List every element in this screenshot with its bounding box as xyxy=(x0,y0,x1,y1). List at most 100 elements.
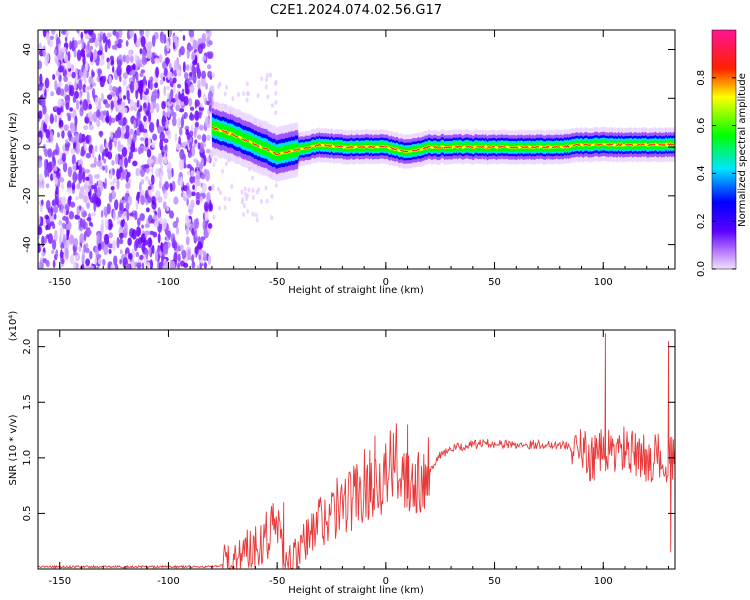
spectrogram-noise-speckle xyxy=(117,210,122,218)
spectrogram-noise-speckle xyxy=(167,72,171,80)
spectrogram-noise-speckle xyxy=(83,143,87,151)
spectrogram-noise-speckle xyxy=(186,131,191,141)
spectrogram-noise-speckle xyxy=(155,168,159,178)
spectrogram-noise-speckle xyxy=(196,134,202,140)
spectrogram-noise-speckle xyxy=(82,195,88,203)
spectrogram-noise-speckle xyxy=(91,192,98,205)
spectrogram-noise-speckle xyxy=(182,34,186,42)
spectrogram-noise-speckle xyxy=(134,210,138,221)
spectrogram-noise-speckle xyxy=(181,249,187,257)
spectrogram-noise-speckle xyxy=(70,137,76,144)
snr-y-multiplier: (x10⁴) xyxy=(8,311,19,342)
spectrogram-noise-speckle xyxy=(144,230,148,239)
spectrogram-halo-speckle xyxy=(231,96,235,102)
spectrogram-noise-speckle xyxy=(68,71,72,78)
spectrogram-noise-speckle xyxy=(66,180,72,191)
spectrogram-noise-speckle xyxy=(177,117,181,129)
spectrogram-noise-speckle xyxy=(96,160,101,167)
spectrogram-noise-speckle xyxy=(186,78,190,85)
spectrogram-noise-speckle xyxy=(179,45,185,56)
spectrogram-halo-speckle xyxy=(242,212,246,218)
spectrogram-noise-speckle xyxy=(38,110,43,120)
spectrogram-noise-speckle xyxy=(111,159,115,166)
spectrogram-noise-speckle xyxy=(90,163,96,168)
spectrogram-noise-speckle xyxy=(191,261,196,269)
spectrogram-noise-speckle xyxy=(142,48,146,61)
spectrogram-noise-speckle xyxy=(61,46,67,53)
spectrogram-noise-speckle xyxy=(162,201,167,210)
spectrogram-noise-speckle xyxy=(207,222,213,229)
spectrogram-halo-speckle xyxy=(212,162,216,168)
spectrogram-halo-speckle xyxy=(274,110,278,116)
spectrogram-noise-speckle xyxy=(38,242,41,253)
spectrogram-noise-speckle xyxy=(104,164,108,174)
spectrogram-noise-speckle xyxy=(75,196,79,201)
spectrogram-halo-speckle xyxy=(264,84,268,90)
spectrogram-noise-speckle xyxy=(162,61,166,70)
spectrogram-noise-speckle xyxy=(129,55,134,63)
spectrogram-noise-speckle xyxy=(200,103,204,108)
spectrogram-noise-speckle xyxy=(206,100,210,106)
spectrogram-noise-speckle xyxy=(96,266,99,269)
spectrogram-noise-speckle xyxy=(65,30,69,38)
spectrogram-halo-speckle xyxy=(218,205,222,211)
spectrogram-noise-speckle xyxy=(191,254,195,263)
spectrogram-noise-speckle xyxy=(74,115,78,127)
spectrogram-noise-speckle xyxy=(61,183,64,190)
spectrogram-noise-speckle xyxy=(68,195,72,201)
spectrogram-noise-speckle xyxy=(94,38,99,48)
spectrogram-noise-speckle xyxy=(203,251,207,260)
spectrogram-noise-speckle xyxy=(134,71,139,80)
spectrogram-noise-speckle xyxy=(58,42,61,52)
spectrogram-noise-speckle xyxy=(139,72,144,78)
spectrogram-noise-speckle xyxy=(157,152,163,165)
spectrogram-noise-speckle xyxy=(58,220,63,226)
spectrogram-noise-speckle xyxy=(152,133,158,141)
spectrogram-noise-speckle xyxy=(88,37,94,44)
spectrogram-noise-speckle xyxy=(118,92,122,100)
spectrogram-noise-speckle xyxy=(117,39,123,44)
spectrogram-noise-speckle xyxy=(91,69,94,79)
spectrogram-noise-speckle xyxy=(169,182,173,189)
spectrogram-noise-speckle xyxy=(59,226,64,237)
spectrogram-noise-speckle xyxy=(136,262,142,268)
spectrogram-noise-speckle xyxy=(79,217,84,228)
spectrogram-noise-speckle xyxy=(166,206,170,212)
spectrogram-y-tick-label: -40 xyxy=(22,236,33,252)
spectrogram-noise-speckle xyxy=(183,72,189,80)
spectrogram-noise-speckle xyxy=(183,262,189,268)
colorbar-label: Normalized spectral amplitude xyxy=(737,73,748,227)
spectrogram-noise-speckle xyxy=(88,76,94,85)
spectrogram-y-tick-label: 0 xyxy=(22,144,33,150)
spectrogram-noise-speckle xyxy=(63,124,69,132)
spectrogram-noise-speckle xyxy=(54,177,58,186)
spectrogram-noise-speckle xyxy=(141,164,145,170)
spectrogram-noise-speckle xyxy=(115,32,120,38)
spectrogram-noise-speckle xyxy=(56,107,62,116)
spectrogram-noise-speckle xyxy=(64,247,69,260)
spectrogram-noise-speckle xyxy=(153,77,158,83)
spectrogram-noise-speckle xyxy=(196,265,200,269)
spectrogram-noise-speckle xyxy=(86,85,92,91)
spectrogram-noise-speckle xyxy=(69,107,74,112)
spectrogram-noise-speckle xyxy=(136,100,140,108)
spectrogram-noise-speckle xyxy=(185,64,190,71)
spectrogram-noise-speckle xyxy=(196,62,200,75)
spectrogram-noise-speckle xyxy=(122,169,125,180)
spectrogram-noise-speckle xyxy=(169,77,174,83)
spectrogram-noise-speckle xyxy=(105,116,110,123)
spectrogram-x-tick-label: -100 xyxy=(157,277,180,288)
spectrogram-noise-speckle xyxy=(206,191,211,203)
spectrogram-noise-speckle xyxy=(186,198,189,207)
spectrogram-noise-speckle xyxy=(80,150,85,157)
snr-y-tick-label: 2.0 xyxy=(22,339,33,355)
spectrogram-noise-speckle xyxy=(133,81,139,91)
spectrogram-noise-speckle xyxy=(62,234,67,245)
spectrogram-noise-speckle xyxy=(147,179,151,186)
spectrogram-noise-speckle xyxy=(124,263,131,269)
snr-y-tick-label: 0.5 xyxy=(22,505,33,521)
spectrogram-noise-speckle xyxy=(200,76,206,88)
spectrogram-noise-speckle xyxy=(121,146,128,157)
spectrogram-noise-speckle xyxy=(106,203,111,215)
spectrogram-noise-speckle xyxy=(114,140,117,148)
